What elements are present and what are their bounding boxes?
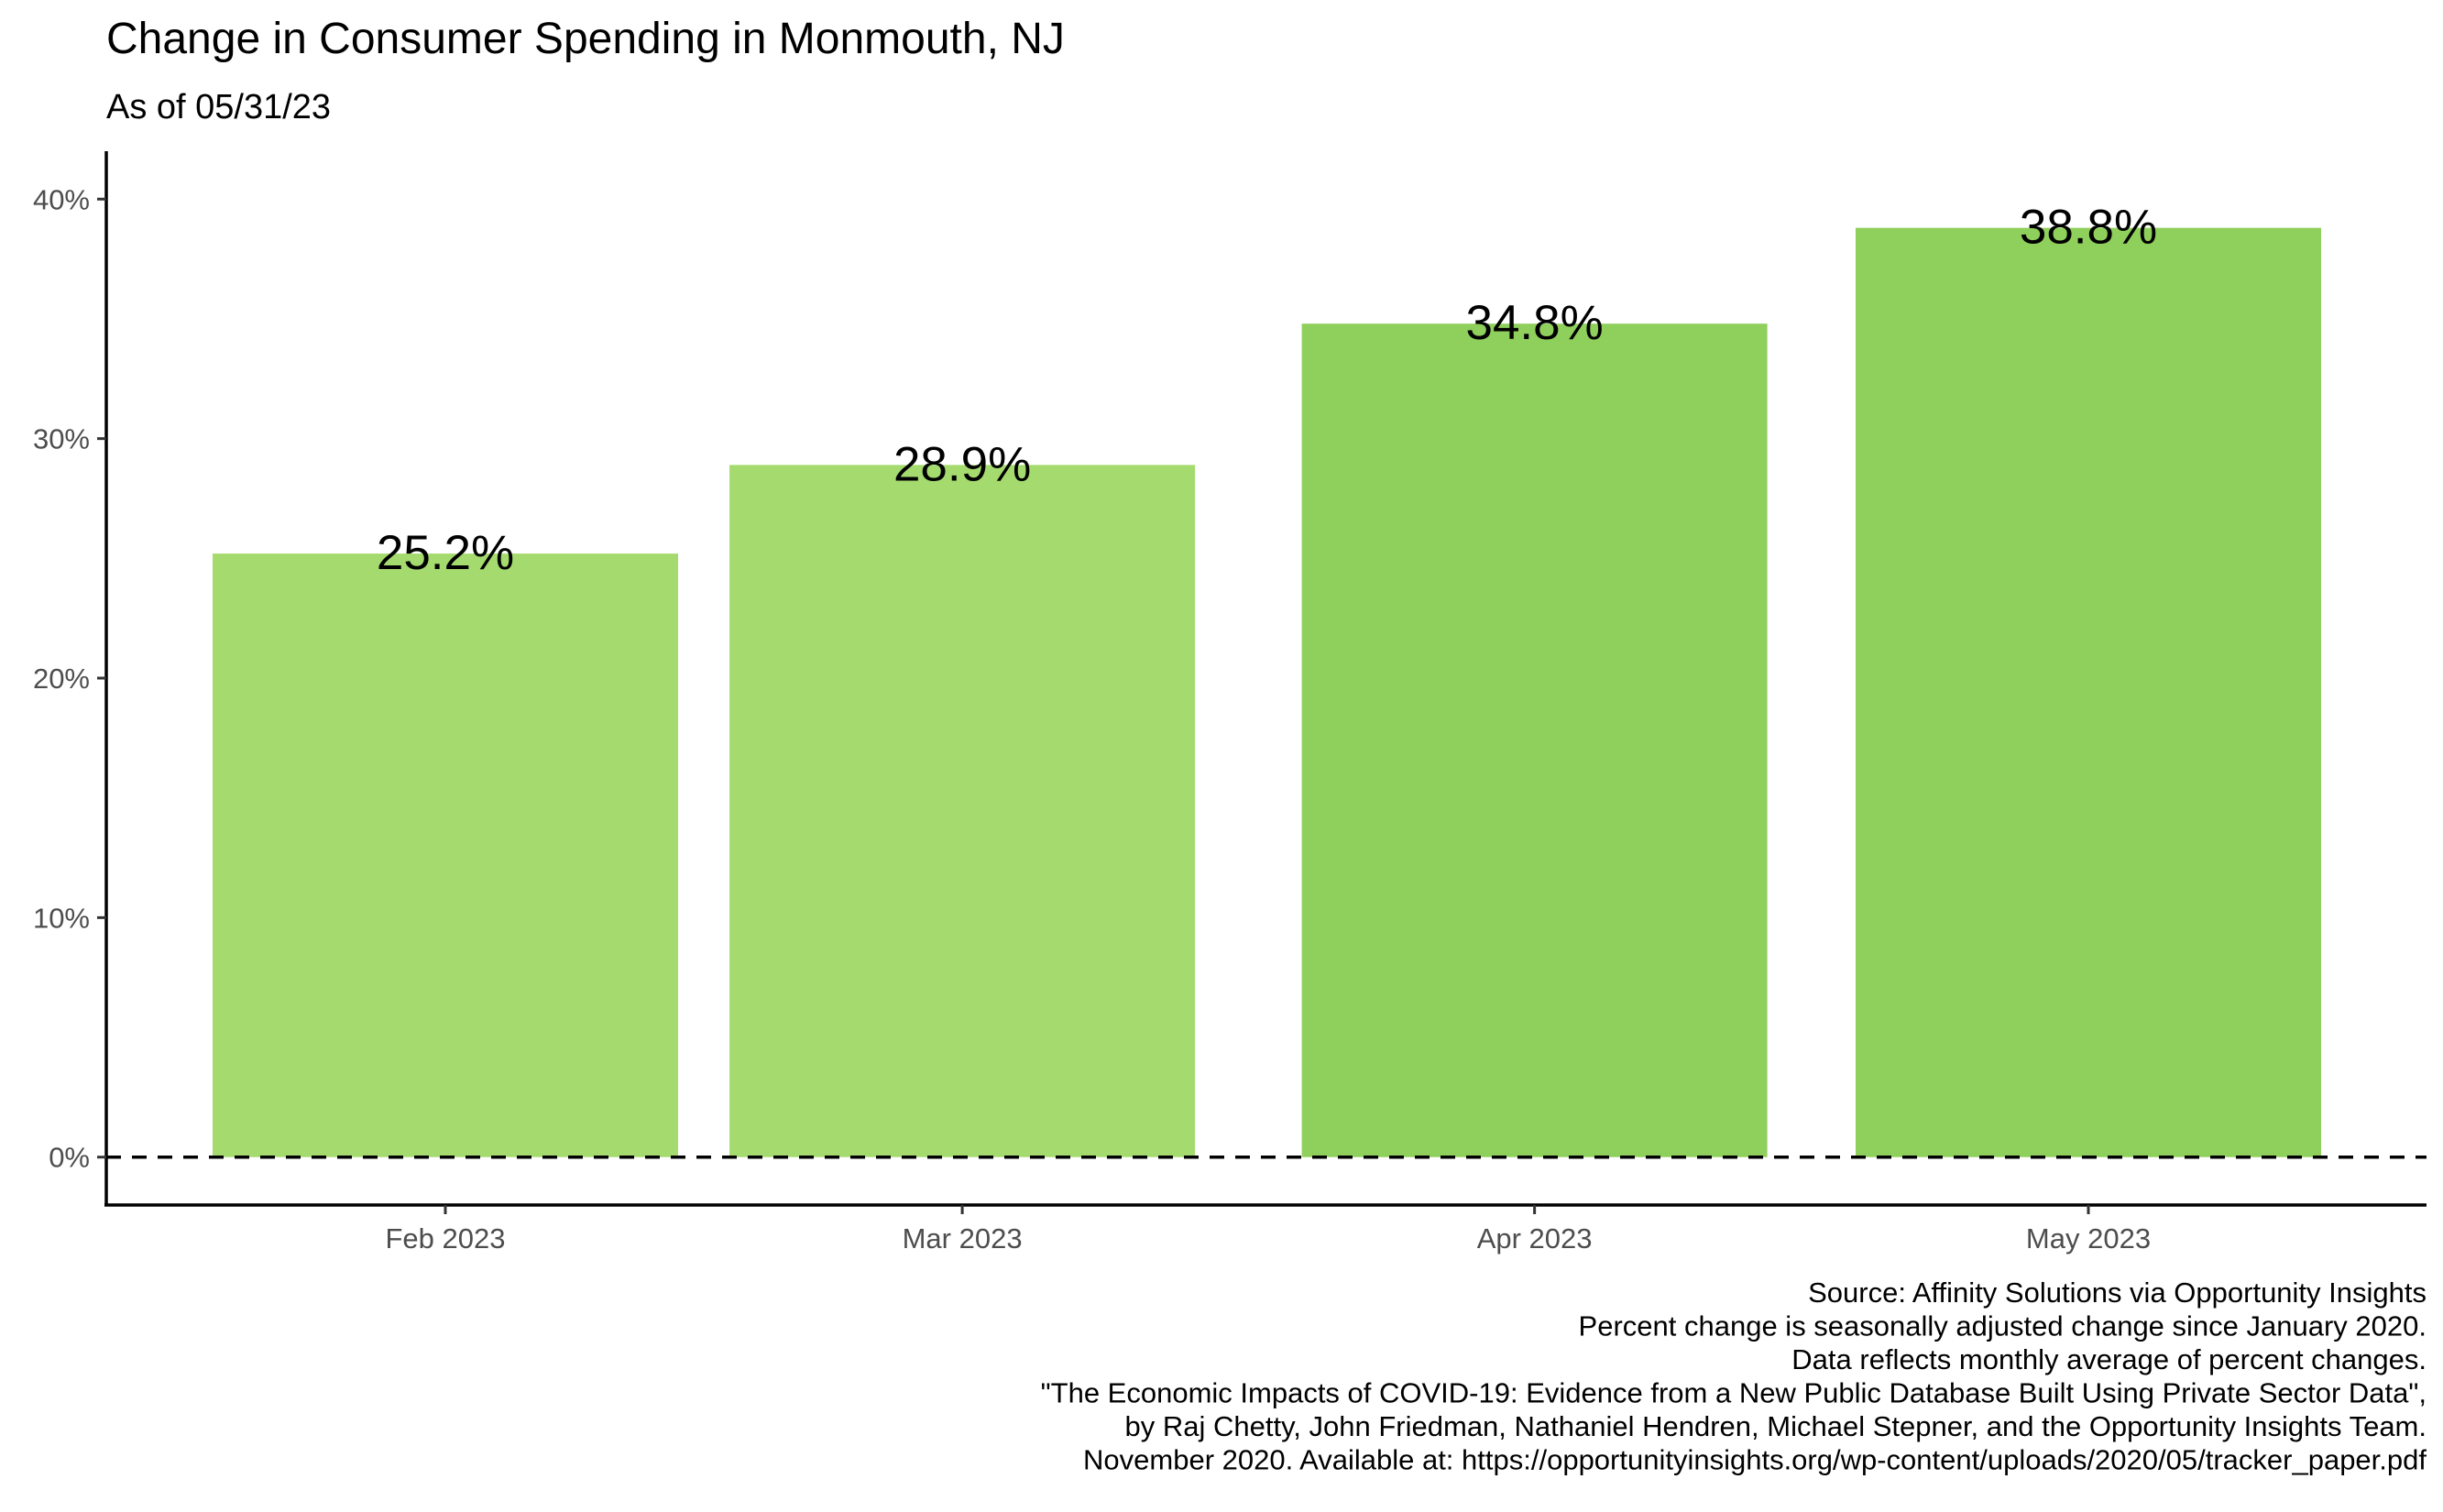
caption-block: Source: Affinity Solutions via Opportuni…	[1041, 1276, 2427, 1476]
bar-mar-2023	[729, 465, 1196, 1157]
axes-layer: 0% 10% 20% 30% 40% Feb 2023 Mar 2023 Apr 2023 Ma…	[33, 151, 2427, 1255]
bar-value-label: 28.9%	[893, 437, 1031, 491]
bar-may-2023	[1856, 227, 2321, 1157]
bar-value-label: 34.8%	[1465, 296, 1603, 350]
y-tick-label: 10%	[33, 902, 90, 934]
caption-line: Data reflects monthly average of percent…	[1791, 1343, 2427, 1375]
caption-line: Source: Affinity Solutions via Opportuni…	[1808, 1276, 2427, 1309]
x-tick-label: Apr 2023	[1477, 1222, 1593, 1255]
y-tick-label: 30%	[33, 423, 90, 455]
y-tick-label: 20%	[33, 663, 90, 695]
y-tick-label: 0%	[49, 1142, 90, 1174]
caption-line: November 2020. Available at: https://opp…	[1083, 1444, 2427, 1476]
x-tick-label: Feb 2023	[386, 1222, 506, 1255]
caption-line: "The Economic Impacts of COVID-19: Evide…	[1041, 1377, 2427, 1409]
bar-value-label: 25.2%	[377, 526, 514, 580]
data-labels-layer: 25.2% 28.9% 34.8% 38.8%	[377, 201, 2157, 580]
x-tick-label: Mar 2023	[903, 1222, 1023, 1255]
bar-value-label: 38.8%	[2020, 201, 2157, 255]
y-tick-label: 40%	[33, 183, 90, 215]
caption-line: by Raj Chetty, John Friedman, Nathaniel …	[1125, 1410, 2427, 1442]
bar-feb-2023	[213, 553, 678, 1157]
bars-layer	[213, 227, 2321, 1157]
bar-apr-2023	[1301, 323, 1768, 1157]
caption-line: Percent change is seasonally adjusted ch…	[1579, 1310, 2427, 1342]
chart-title: Change in Consumer Spending in Monmouth,…	[106, 15, 1065, 63]
chart-subtitle: As of 05/31/23	[106, 88, 331, 126]
x-tick-label: May 2023	[2026, 1222, 2151, 1255]
